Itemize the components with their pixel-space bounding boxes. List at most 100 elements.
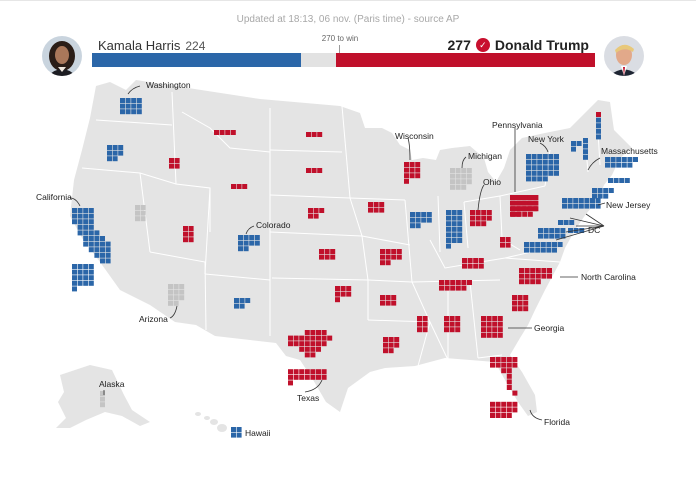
electoral-vote-square	[94, 247, 100, 253]
electoral-vote-square	[505, 242, 511, 248]
electoral-vote-square	[288, 369, 293, 375]
electoral-vote-square	[457, 215, 463, 221]
electoral-vote-square	[317, 168, 323, 173]
electoral-vote-square	[531, 170, 537, 176]
electoral-vote-square	[535, 268, 541, 273]
electoral-vote-square	[450, 168, 455, 173]
electoral-vote-square	[511, 206, 516, 212]
trump-votes: 277	[447, 37, 471, 53]
electoral-vote-square	[417, 316, 422, 321]
electoral-vote-square	[310, 346, 316, 352]
electoral-vote-square	[524, 268, 530, 273]
electoral-vote-square	[304, 335, 310, 341]
electoral-vote-square	[317, 132, 323, 137]
electoral-vote-square	[451, 215, 457, 221]
electoral-vote-square	[517, 295, 523, 300]
electoral-vote-square	[548, 154, 554, 159]
electoral-vote-square	[316, 374, 321, 380]
electoral-vote-square	[299, 346, 305, 352]
electoral-vote-square	[446, 210, 451, 215]
electoral-vote-square	[535, 242, 541, 247]
electoral-vote-square	[512, 306, 517, 312]
label-massachusetts: Massachusetts	[601, 146, 658, 156]
electoral-vote-square	[72, 269, 77, 275]
electoral-vote-square	[183, 231, 188, 237]
electoral-vote-square	[506, 413, 512, 418]
electoral-vote-square	[495, 357, 501, 362]
electoral-vote-square	[505, 237, 511, 242]
electoral-vote-square	[450, 173, 455, 179]
electoral-vote-square	[524, 273, 530, 279]
electoral-vote-square	[77, 208, 83, 213]
electoral-vote-square	[522, 206, 528, 212]
state-cells-ca	[72, 208, 111, 292]
electoral-vote-square	[135, 210, 140, 216]
electoral-vote-square	[385, 249, 391, 254]
electoral-vote-square	[478, 258, 484, 263]
electoral-vote-square	[385, 300, 391, 306]
electoral-vote-square	[560, 228, 566, 233]
electoral-vote-square	[535, 247, 541, 253]
electoral-vote-square	[105, 241, 111, 247]
electoral-vote-square	[457, 210, 463, 215]
electoral-vote-square	[299, 369, 305, 375]
electoral-vote-square	[470, 215, 475, 221]
electoral-vote-square	[415, 212, 421, 217]
electoral-vote-square	[533, 206, 539, 212]
threshold-tick	[339, 45, 340, 53]
electoral-vote-square	[324, 249, 330, 254]
electoral-vote-square	[83, 213, 89, 219]
state-cells-ok	[335, 286, 352, 303]
electoral-vote-square	[308, 213, 313, 219]
electoral-vote-square	[450, 285, 456, 291]
electoral-vote-square	[486, 316, 492, 321]
electoral-vote-square	[219, 130, 225, 135]
electoral-vote-square	[554, 228, 560, 233]
electoral-vote-square	[490, 362, 495, 368]
electoral-vote-square	[179, 295, 185, 301]
electoral-vote-square	[330, 254, 336, 260]
electoral-vote-square	[526, 170, 531, 176]
electoral-vote-square	[391, 295, 397, 300]
electoral-vote-square	[415, 173, 421, 179]
electoral-vote-square	[385, 260, 391, 266]
electoral-vote-square	[481, 321, 486, 327]
electoral-vote-square	[293, 341, 299, 347]
update-timestamp: Updated at 18:13, 06 nov. (Paris time) -…	[236, 14, 460, 25]
electoral-vote-square	[473, 263, 479, 269]
electoral-vote-square	[383, 337, 388, 342]
electoral-vote-square	[490, 413, 495, 418]
electoral-vote-square	[490, 407, 495, 413]
electoral-vote-square	[497, 321, 503, 327]
electoral-vote-square	[595, 203, 601, 209]
electoral-vote-square	[455, 316, 461, 321]
electoral-vote-square	[546, 242, 552, 247]
electoral-vote-square	[324, 254, 330, 260]
electoral-vote-square	[125, 98, 131, 103]
electoral-vote-square	[88, 208, 94, 213]
electoral-vote-square	[568, 228, 573, 233]
electoral-vote-square	[385, 295, 391, 300]
electoral-vote-square	[605, 162, 610, 168]
trump-name: Donald Trump	[494, 37, 589, 53]
state-cells-sd	[306, 168, 323, 173]
electoral-vote-square	[455, 280, 461, 285]
electoral-vote-square	[455, 327, 461, 333]
state-borders	[81, 91, 601, 367]
electoral-vote-square	[501, 401, 507, 407]
electoral-vote-square	[120, 109, 125, 115]
electoral-vote-square	[439, 280, 444, 285]
electoral-vote-square	[321, 374, 327, 380]
electoral-vote-square	[388, 348, 394, 354]
electoral-vote-square	[461, 179, 467, 185]
electoral-vote-square	[168, 295, 173, 301]
state-cells-ia	[368, 202, 385, 213]
electoral-vote-square	[72, 208, 77, 213]
electoral-vote-square	[316, 335, 321, 341]
electoral-vote-square	[549, 228, 555, 233]
electoral-vote-square	[288, 335, 293, 341]
electoral-vote-square	[183, 237, 188, 243]
state-cells-id	[169, 158, 180, 169]
electoral-vote-square	[547, 268, 552, 273]
electoral-vote-square	[396, 249, 402, 254]
